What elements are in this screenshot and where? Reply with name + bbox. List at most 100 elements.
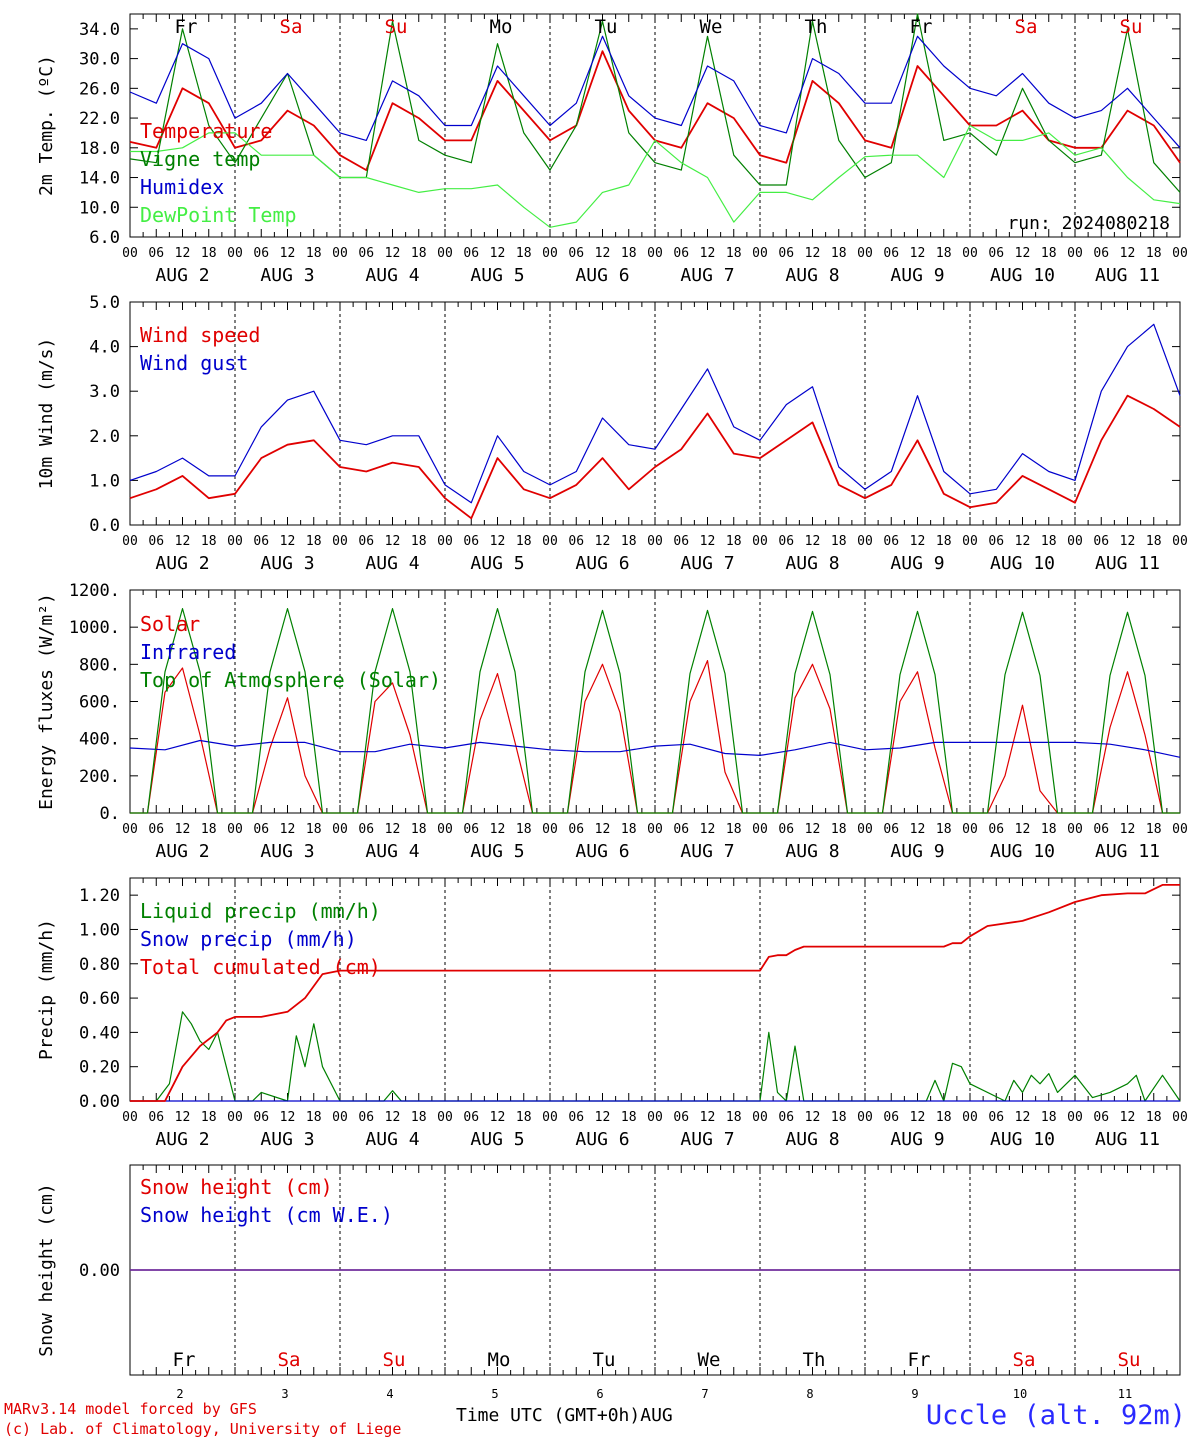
lab-credit: (c) Lab. of Climatology, University of L… <box>4 1420 402 1438</box>
hour-tick-label: 00 <box>542 246 558 261</box>
hour-tick-label: 00 <box>122 246 138 261</box>
hour-tick-label: 12 <box>910 246 926 261</box>
series-line <box>130 124 1181 228</box>
date-label: AUG 9 <box>890 265 944 286</box>
y-tick-label: 1000. <box>69 618 120 638</box>
date-label: AUG 3 <box>260 841 314 862</box>
date-label: AUG 11 <box>1095 841 1160 862</box>
hour-tick-label: 06 <box>883 822 899 837</box>
y-tick-label: 400. <box>79 730 120 750</box>
hour-tick-label: 00 <box>1172 246 1188 261</box>
legend-entry: Liquid precip (mm/h) <box>140 899 381 923</box>
date-label: AUG 11 <box>1095 265 1160 286</box>
y-tick-label: 0.40 <box>79 1023 120 1043</box>
hour-tick-label: 06 <box>253 534 269 549</box>
date-label: AUG 8 <box>785 841 839 862</box>
hour-tick-label: 12 <box>700 246 716 261</box>
date-label: AUG 7 <box>680 841 734 862</box>
weekday-label: Sa <box>1013 1349 1036 1371</box>
date-label: AUG 7 <box>680 553 734 574</box>
weekday-label: Sa <box>278 1349 301 1371</box>
legend-entry: Wind speed <box>140 323 260 347</box>
date-label: AUG 11 <box>1095 1129 1160 1150</box>
hour-tick-label: 18 <box>411 1110 427 1125</box>
hour-tick-label: 06 <box>568 822 584 837</box>
hour-tick-label: 12 <box>700 822 716 837</box>
legend-entry: Temperature <box>140 119 272 143</box>
hour-tick-label: 12 <box>490 1110 506 1125</box>
hour-tick-label: 12 <box>805 246 821 261</box>
y-tick-label: 800. <box>79 655 120 675</box>
hour-tick-label: 18 <box>516 822 532 837</box>
date-label: AUG 8 <box>785 553 839 574</box>
hour-tick-label: 18 <box>726 822 742 837</box>
day-number: 7 <box>701 1387 708 1401</box>
hour-tick-label: 06 <box>253 246 269 261</box>
y-tick-label: 0. <box>100 804 120 824</box>
hour-tick-label: 00 <box>1172 1110 1188 1125</box>
hour-tick-label: 18 <box>936 822 952 837</box>
hour-tick-label: 12 <box>1120 1110 1136 1125</box>
date-label: AUG 6 <box>575 1129 629 1150</box>
hour-tick-label: 12 <box>175 1110 191 1125</box>
y-tick-label: 0.80 <box>79 955 120 975</box>
date-label: AUG 8 <box>785 1129 839 1150</box>
legend-entry: Snow height (cm W.E.) <box>140 1203 393 1227</box>
hour-tick-label: 12 <box>595 534 611 549</box>
hour-tick-label: 12 <box>280 1110 296 1125</box>
hour-tick-label: 18 <box>936 246 952 261</box>
weekday-label: Su <box>385 16 408 38</box>
hour-tick-label: 06 <box>568 534 584 549</box>
hour-tick-label: 18 <box>621 1110 637 1125</box>
hour-tick-label: 12 <box>280 246 296 261</box>
weekday-label: Su <box>1120 16 1143 38</box>
hour-tick-label: 12 <box>805 534 821 549</box>
date-label: AUG 2 <box>155 553 209 574</box>
legend-entry: Total cumulated (cm) <box>140 955 381 979</box>
date-label: AUG 10 <box>990 553 1055 574</box>
hour-tick-label: 00 <box>752 822 768 837</box>
hour-tick-label: 00 <box>122 822 138 837</box>
hour-tick-label: 06 <box>778 246 794 261</box>
hour-tick-label: 00 <box>437 822 453 837</box>
hour-tick-label: 00 <box>647 1110 663 1125</box>
weekday-label: Fr <box>175 16 198 38</box>
hour-tick-label: 06 <box>673 822 689 837</box>
hour-tick-label: 06 <box>358 1110 374 1125</box>
hour-tick-label: 18 <box>831 1110 847 1125</box>
y-tick-label: 200. <box>79 767 120 787</box>
hour-tick-label: 12 <box>490 246 506 261</box>
hour-tick-label: 06 <box>148 246 164 261</box>
hour-tick-label: 00 <box>1067 822 1083 837</box>
weekday-label: We <box>700 16 723 38</box>
hour-tick-label: 18 <box>831 534 847 549</box>
day-number: 5 <box>491 1387 498 1401</box>
hour-tick-label: 18 <box>1041 246 1057 261</box>
hour-tick-label: 12 <box>385 1110 401 1125</box>
hour-tick-label: 18 <box>936 1110 952 1125</box>
date-label: AUG 9 <box>890 1129 944 1150</box>
weekday-label: Sa <box>1015 16 1038 38</box>
hour-tick-label: 18 <box>516 534 532 549</box>
weekday-label: Fr <box>173 1349 196 1371</box>
hour-tick-label: 00 <box>437 1110 453 1125</box>
hour-tick-label: 06 <box>148 1110 164 1125</box>
date-label: AUG 2 <box>155 265 209 286</box>
y-tick-label: 4.0 <box>89 338 120 358</box>
y-axis-label: 10m Wind (m/s) <box>36 338 57 490</box>
date-label: AUG 5 <box>470 553 524 574</box>
y-tick-label: 1.0 <box>89 471 120 491</box>
hour-tick-label: 12 <box>1120 534 1136 549</box>
hour-tick-label: 00 <box>962 822 978 837</box>
y-axis-label: Energy fluxes (W/m²) <box>36 593 57 810</box>
date-label: AUG 10 <box>990 1129 1055 1150</box>
y-axis-label: 2m Temp. (ºC) <box>36 55 57 196</box>
date-label: AUG 9 <box>890 553 944 574</box>
date-label: AUG 9 <box>890 841 944 862</box>
hour-tick-label: 12 <box>1120 822 1136 837</box>
hour-tick-label: 12 <box>1015 246 1031 261</box>
hour-tick-label: 00 <box>752 1110 768 1125</box>
legend-entry: Snow height (cm) <box>140 1175 333 1199</box>
hour-tick-label: 18 <box>1041 1110 1057 1125</box>
date-label: AUG 11 <box>1095 553 1160 574</box>
